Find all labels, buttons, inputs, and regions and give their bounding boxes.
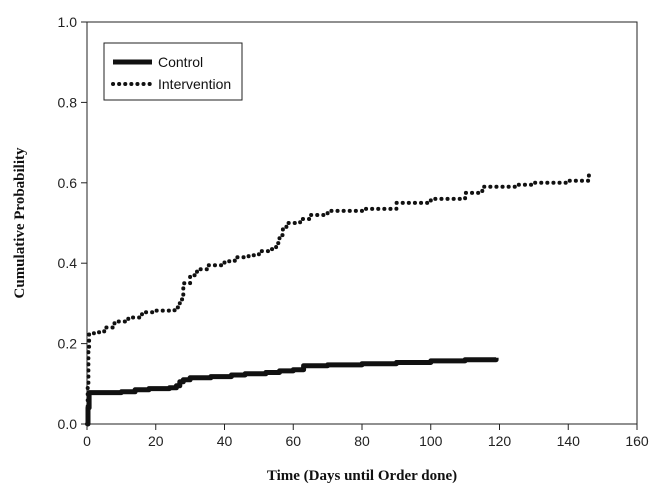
legend-label-control: Control: [158, 54, 203, 70]
y-tick-label: 0.8: [58, 94, 78, 110]
legend-label-intervention: Intervention: [158, 76, 231, 92]
y-tick-label: 1.0: [58, 14, 78, 30]
x-tick-label: 60: [285, 433, 301, 449]
x-tick-label: 80: [354, 433, 370, 449]
x-axis-ticks: 0 20 40 60 80 100 120 140 160: [83, 424, 649, 449]
series-layer: [85, 168, 591, 427]
y-tick-label: 0.4: [58, 255, 78, 271]
y-axis-ticks: 0.0 0.2 0.4 0.6 0.8 1.0: [58, 14, 87, 432]
x-tick-label: 0: [83, 433, 91, 449]
x-tick-label: 40: [217, 433, 233, 449]
series-line-control: [85, 357, 499, 427]
x-tick-label: 140: [557, 433, 581, 449]
y-tick-label: 0.0: [58, 416, 78, 432]
y-tick-label: 0.6: [58, 175, 78, 191]
y-axis-title: Cumulative Probability: [12, 147, 28, 298]
x-axis-title: Time (Days until Order done): [267, 468, 457, 484]
y-tick-label: 0.2: [58, 336, 78, 352]
legend: Control Intervention: [103, 42, 243, 101]
series-line-intervention: [85, 168, 591, 426]
x-tick-label: 160: [625, 433, 649, 449]
x-tick-label: 100: [419, 433, 443, 449]
x-tick-label: 120: [488, 433, 512, 449]
x-tick-label: 20: [148, 433, 164, 449]
legend-box: [103, 42, 243, 101]
